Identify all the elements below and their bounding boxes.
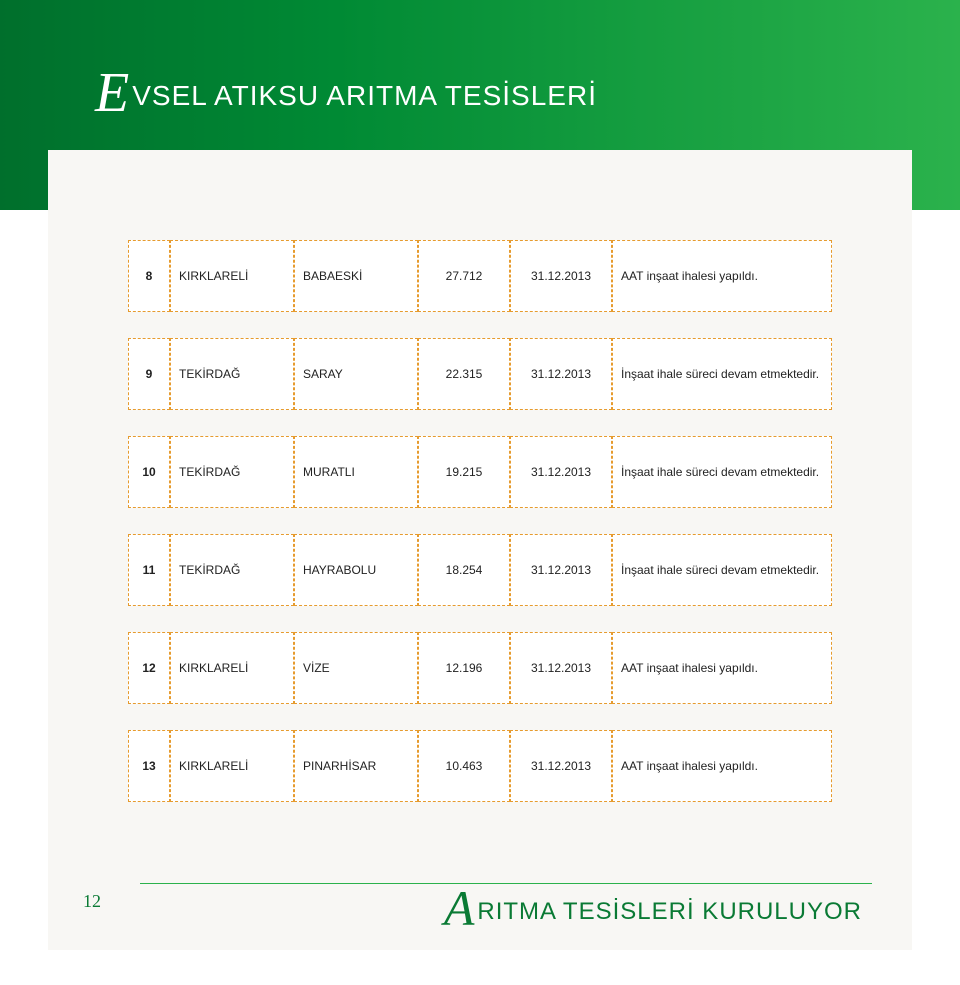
cell-district: VİZE: [294, 632, 418, 704]
cell-date: 31.12.2013: [510, 632, 612, 704]
cell-no: 8: [128, 240, 170, 312]
section-title-text: VSEL ATIKSU ARITMA TESİSLERİ: [132, 80, 597, 111]
row-spacer: [128, 312, 832, 338]
cell-province: KIRKLARELİ: [170, 240, 294, 312]
cell-no: 13: [128, 730, 170, 802]
cell-status: İnşaat ihale süreci devam etmektedir.: [612, 534, 832, 606]
cell-district: SARAY: [294, 338, 418, 410]
cell-province: TEKİRDAĞ: [170, 338, 294, 410]
cell-status: AAT inşaat ihalesi yapıldı.: [612, 240, 832, 312]
cell-date: 31.12.2013: [510, 534, 612, 606]
cell-status: AAT inşaat ihalesi yapıldı.: [612, 632, 832, 704]
footer-title: ARITMA TESİSLERİ KURULUYOR: [444, 898, 862, 926]
cell-value: 10.463: [418, 730, 510, 802]
facilities-table: 8KIRKLARELİBABAESKİ27.71231.12.2013AAT i…: [128, 240, 832, 802]
cell-value: 12.196: [418, 632, 510, 704]
cell-no: 12: [128, 632, 170, 704]
page-number: 12: [68, 891, 116, 912]
cell-status: İnşaat ihale süreci devam etmektedir.: [612, 338, 832, 410]
cell-no: 9: [128, 338, 170, 410]
row-spacer: [128, 410, 832, 436]
footer-title-text: RITMA TESİSLERİ KURULUYOR: [477, 898, 862, 925]
cell-province: TEKİRDAĞ: [170, 436, 294, 508]
page-panel: 8KIRKLARELİBABAESKİ27.71231.12.2013AAT i…: [48, 150, 912, 950]
table-row: 10TEKİRDAĞMURATLI19.21531.12.2013İnşaat …: [128, 436, 832, 508]
cell-value: 19.215: [418, 436, 510, 508]
cell-date: 31.12.2013: [510, 730, 612, 802]
cell-province: TEKİRDAĞ: [170, 534, 294, 606]
cell-value: 18.254: [418, 534, 510, 606]
row-spacer: [128, 606, 832, 632]
footer-rule: [140, 883, 872, 884]
cell-value: 22.315: [418, 338, 510, 410]
cell-date: 31.12.2013: [510, 338, 612, 410]
cell-district: PINARHİSAR: [294, 730, 418, 802]
table-row: 9TEKİRDAĞSARAY22.31531.12.2013İnşaat iha…: [128, 338, 832, 410]
cell-date: 31.12.2013: [510, 240, 612, 312]
facilities-table-wrap: 8KIRKLARELİBABAESKİ27.71231.12.2013AAT i…: [128, 240, 832, 802]
cell-district: HAYRABOLU: [294, 534, 418, 606]
cell-province: KIRKLARELİ: [170, 632, 294, 704]
table-row: 13KIRKLARELİPINARHİSAR10.46331.12.2013AA…: [128, 730, 832, 802]
section-title: EVSEL ATIKSU ARITMA TESİSLERİ: [95, 80, 597, 112]
table-row: 8KIRKLARELİBABAESKİ27.71231.12.2013AAT i…: [128, 240, 832, 312]
cell-date: 31.12.2013: [510, 436, 612, 508]
table-row: 12KIRKLARELİVİZE12.19631.12.2013AAT inşa…: [128, 632, 832, 704]
table-row: 11TEKİRDAĞHAYRABOLU18.25431.12.2013İnşaa…: [128, 534, 832, 606]
section-title-dropcap: E: [95, 62, 130, 124]
cell-no: 10: [128, 436, 170, 508]
cell-no: 11: [128, 534, 170, 606]
row-spacer: [128, 704, 832, 730]
cell-province: KIRKLARELİ: [170, 730, 294, 802]
cell-district: BABAESKİ: [294, 240, 418, 312]
cell-value: 27.712: [418, 240, 510, 312]
footer-title-dropcap: A: [444, 880, 476, 936]
cell-district: MURATLI: [294, 436, 418, 508]
row-spacer: [128, 508, 832, 534]
cell-status: İnşaat ihale süreci devam etmektedir.: [612, 436, 832, 508]
cell-status: AAT inşaat ihalesi yapıldı.: [612, 730, 832, 802]
